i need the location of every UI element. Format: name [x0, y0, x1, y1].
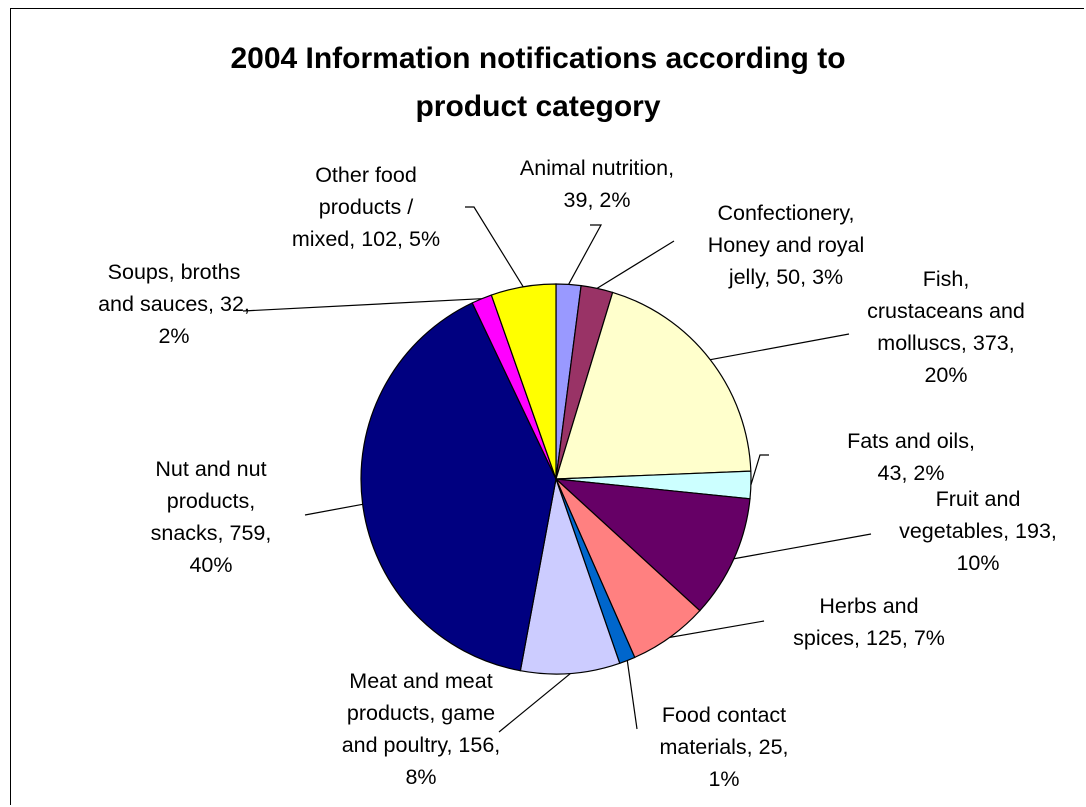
chart-area: 2004 Information notifications according…	[10, 8, 1084, 805]
chart-title-line-2: product category	[415, 90, 660, 123]
pie-slice-10	[490, 283, 557, 480]
slice-label-3-line-0: Fats and oils,	[847, 429, 975, 453]
slice-label-6: Food contact materials, 25, 1%	[659, 703, 788, 791]
slice-label-6-line-0: Food contact	[662, 703, 786, 727]
leader-line-8	[304, 503, 363, 516]
slice-label-2-line-2: molluscs, 373,	[877, 331, 1014, 355]
leader-line-5	[669, 620, 765, 638]
slice-label-1-line-0: Confectionery,	[717, 201, 854, 225]
slice-label-2-line-3: 20%	[924, 363, 967, 387]
leader-line-2	[710, 333, 850, 361]
slice-label-3-line-1: 43, 2%	[878, 461, 945, 485]
slice-label-8: Nut and nut products, snacks, 759, 40%	[151, 457, 272, 577]
leader-line-7	[498, 672, 571, 733]
slice-label-7-line-0: Meat and meat	[349, 669, 492, 693]
leader-line-6	[626, 660, 638, 730]
slice-label-8-line-2: snacks, 759,	[151, 521, 272, 545]
slice-label-7-line-2: and poultry, 156,	[342, 733, 501, 757]
slice-label-10-line-2: mixed, 102, 5%	[292, 227, 440, 251]
leader-line-4	[733, 533, 872, 560]
slice-label-1-line-1: Honey and royal	[708, 233, 865, 257]
slice-label-4-line-2: 10%	[956, 551, 999, 575]
pie-slice-7	[519, 476, 621, 675]
slice-label-8-line-1: products,	[167, 489, 255, 513]
pie-chart: 2004 Information notifications according…	[98, 42, 1057, 791]
slice-labels: Animal nutrition, 39, 2% Confectionery, Hon…	[98, 156, 1057, 791]
slice-label-2: Fish, crustaceans and molluscs, 373, 20%	[867, 267, 1025, 387]
leader-line-3	[750, 454, 769, 486]
leader-lines	[242, 206, 872, 733]
slice-label-10-line-0: Other food	[315, 163, 417, 187]
slice-label-3: Fats and oils, 43, 2%	[847, 429, 975, 485]
slice-label-7-line-1: products, game	[347, 701, 495, 725]
pie-slice-8	[360, 302, 557, 672]
slice-label-10: Other food products / mixed, 102, 5%	[292, 163, 440, 251]
slice-label-7-line-3: 8%	[405, 765, 436, 789]
slice-label-9-line-0: Soups, broths	[108, 260, 241, 284]
slice-label-10-line-1: products /	[319, 195, 413, 219]
slice-label-5-line-1: spices, 125, 7%	[793, 626, 945, 650]
slice-label-5: Herbs and spices, 125, 7%	[793, 594, 945, 650]
slice-label-0: Animal nutrition, 39, 2%	[520, 156, 674, 212]
slice-label-9: Soups, broths and sauces, 32, 2%	[98, 260, 250, 348]
slice-label-7: Meat and meat products, game and poultry, …	[342, 669, 501, 789]
pie-slice-4	[554, 478, 751, 612]
leader-line-10	[465, 206, 524, 288]
chart-title-line-1: 2004 Information notifications according…	[230, 42, 845, 75]
slice-label-0-line-0: Animal nutrition,	[520, 156, 674, 180]
slice-label-4: Fruit and vegetables, 193, 10%	[899, 487, 1057, 575]
slice-label-9-line-2: 2%	[158, 324, 189, 348]
leader-line-9	[242, 298, 482, 312]
slice-label-4-line-0: Fruit and	[936, 487, 1021, 511]
leader-line-0	[568, 224, 603, 285]
slice-label-5-line-0: Herbs and	[819, 594, 918, 618]
leader-line-1	[596, 240, 675, 289]
pie-slice-2	[555, 291, 752, 480]
slice-label-6-line-1: materials, 25,	[659, 735, 788, 759]
slice-label-8-line-0: Nut and nut	[155, 457, 266, 481]
pie-slices	[360, 283, 752, 675]
slice-label-8-line-3: 40%	[189, 553, 232, 577]
slice-label-4-line-1: vegetables, 193,	[899, 519, 1057, 543]
slice-label-1: Confectionery, Honey and royal jelly, 50, …	[708, 201, 865, 289]
slice-label-2-line-1: crustaceans and	[867, 299, 1025, 323]
slice-label-6-line-2: 1%	[708, 767, 739, 791]
slice-label-0-line-1: 39, 2%	[564, 188, 631, 212]
slice-label-9-line-1: and sauces, 32,	[98, 292, 250, 316]
slice-label-2-line-0: Fish,	[923, 267, 970, 291]
slice-label-1-line-2: jelly, 50, 3%	[728, 265, 843, 289]
